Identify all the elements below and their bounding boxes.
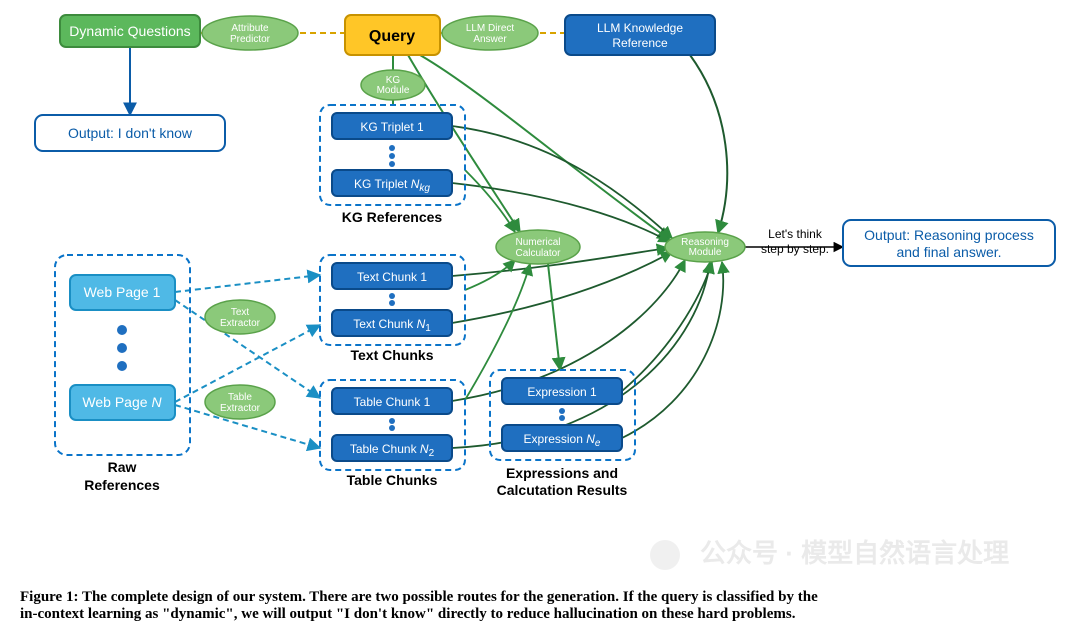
svg-text:Predictor: Predictor [230,34,271,45]
svg-text:Table: Table [228,392,252,403]
kg-refs-title: KG References [342,209,443,225]
expressions-container: Expression 1 Expression Ne Expressions a… [490,370,635,498]
raw-references-container: Web Page 1 Web Page N Raw References [55,255,190,493]
ellipse-reasoning-module: Reasoning Module [665,232,745,262]
step-annot-1: Let's think [768,227,823,241]
caption-line-2: in-context learning as "dynamic", we wil… [20,606,1060,623]
expr-dots [559,408,565,421]
ellipse-text-extractor: Text Extractor [205,300,275,334]
svg-text:Text: Text [231,307,250,318]
node-query: Query [345,15,440,55]
query-label: Query [369,28,415,45]
ellipse-kg-module: KG Module [361,70,425,100]
dynamic-questions-label: Dynamic Questions [69,23,190,39]
edge-query-reasoning [420,55,670,240]
svg-text:Module: Module [377,85,410,96]
svg-text:References: References [84,477,160,493]
edge-raw-textextr-1 [175,275,320,292]
ellipse-attribute-predictor: Attribute Predictor [202,16,298,50]
svg-text:Reference: Reference [612,36,668,50]
node-table-chunk-1: Table Chunk 1 [332,388,452,414]
text-chunks-title: Text Chunks [351,347,434,363]
kg-dots [389,145,395,167]
web-dots [117,325,127,371]
edge-kg1-reasoning [452,126,672,238]
svg-text:Attribute: Attribute [231,23,269,34]
svg-text:Numerical: Numerical [515,237,560,248]
svg-text:公众号 · 模型自然语言处理: 公众号 · 模型自然语言处理 [700,538,1009,568]
node-llm-knowledge-ref: LLM Knowledge Reference [565,15,715,55]
text-chunks-container: Text Chunk 1 Text Chunk N1 Text Chunks [320,255,465,363]
system-diagram: 公众号 · 模型自然语言处理 Dynami [0,0,1080,583]
node-dynamic-questions: Dynamic Questions [60,15,200,47]
web-page-1-label: Web Page 1 [84,284,161,300]
node-expr-1: Expression 1 [502,378,622,404]
edge-kg-numcalc [465,170,515,232]
step-annot-2: step by step. [761,242,829,256]
edge-textn-reasoning [452,252,672,323]
node-output-reasoning: Output: Reasoning process and final answ… [843,220,1055,266]
node-web-page-n: Web Page N [70,385,175,420]
svg-text:Calculator: Calculator [515,248,561,259]
text-dots [389,293,395,306]
node-text-chunk-n: Text Chunk N1 [332,310,452,336]
ellipse-table-extractor: Table Extractor [205,385,275,419]
svg-text:Raw: Raw [108,459,137,475]
expr-1-label: Expression 1 [527,385,597,399]
table-chunks-container: Table Chunk 1 Table Chunk N2 Table Chunk… [320,380,465,488]
node-kg-triplet-n: KG Triplet Nkg [332,170,452,196]
table-dots [389,418,395,431]
edge-expr1-reasoning [622,262,712,391]
edge-exprn-reasoning [622,262,723,438]
svg-text:Extractor: Extractor [220,403,261,414]
table-chunks-title: Table Chunks [347,472,438,488]
output-reasoning-2: and final answer. [896,244,1001,260]
output-reasoning-1: Output: Reasoning process [864,227,1034,243]
node-expr-n: Expression Ne [502,425,622,451]
expr-title-2: Calcutation Results [497,482,628,498]
caption-line-1: Figure 1: The complete design of our sys… [20,589,1060,606]
node-output-dont-know: Output: I don't know [35,115,225,151]
svg-text:Module: Module [689,247,722,258]
svg-text:LLM Knowledge: LLM Knowledge [597,21,683,35]
edge-numcalc-expr [548,264,560,370]
node-text-chunk-1: Text Chunk 1 [332,263,452,289]
node-table-chunk-n: Table Chunk N2 [332,435,452,461]
ellipse-llm-direct-answer: LLM Direct Answer [442,16,538,50]
expr-title-1: Expressions and [506,465,618,481]
node-kg-triplet-1: KG Triplet 1 [332,113,452,139]
output-dont-know-label: Output: I don't know [68,125,193,141]
svg-text:Web Page N: Web Page N [82,394,162,410]
table-chunk-1-label: Table Chunk 1 [354,395,431,409]
svg-text:Answer: Answer [473,34,507,45]
node-web-page-1: Web Page 1 [70,275,175,310]
figure-caption: Figure 1: The complete design of our sys… [0,583,1080,623]
kg-triplet-1-label: KG Triplet 1 [360,120,424,134]
edge-llmref-reasoning [690,55,727,233]
kg-references-container: KG Triplet 1 KG Triplet Nkg KG Reference… [320,105,465,225]
text-chunk-1-label: Text Chunk 1 [357,270,427,284]
ellipse-numerical-calculator: Numerical Calculator [496,230,580,264]
svg-text:Extractor: Extractor [220,318,261,329]
svg-text:LLM Direct: LLM Direct [466,23,515,34]
watermark: 公众号 · 模型自然语言处理 [650,538,1009,570]
